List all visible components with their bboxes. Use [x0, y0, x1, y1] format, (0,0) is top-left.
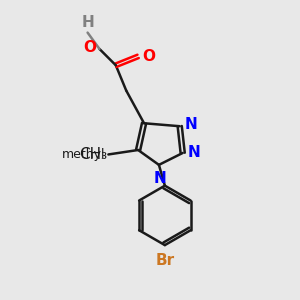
Text: methyl: methyl — [62, 148, 105, 161]
Text: N: N — [154, 171, 167, 186]
Text: O: O — [83, 40, 97, 55]
Text: Br: Br — [155, 253, 174, 268]
Text: N: N — [185, 117, 198, 132]
Text: CH₃: CH₃ — [79, 147, 107, 162]
Text: O: O — [142, 49, 156, 64]
Text: N: N — [188, 146, 201, 160]
Text: H: H — [81, 15, 94, 30]
